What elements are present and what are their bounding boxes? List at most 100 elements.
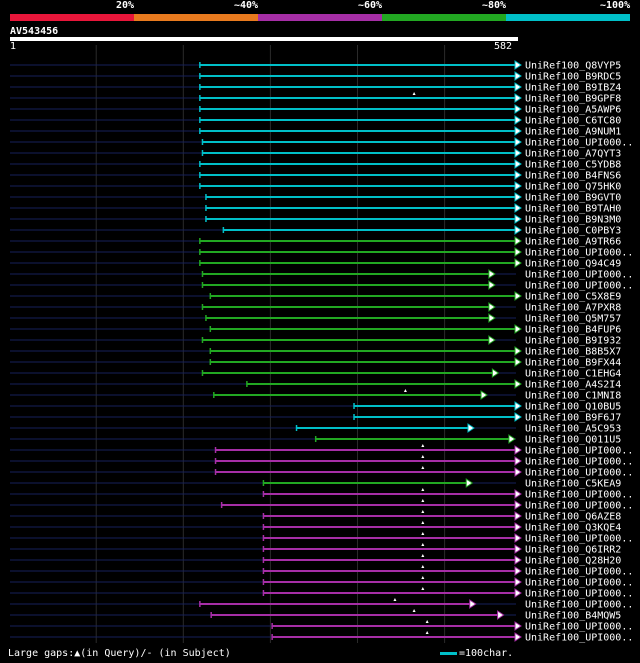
hit-row[interactable]: UniRef100_UPI000.. — [10, 466, 633, 479]
hit-row[interactable]: UniRef100_C1EHG4 — [10, 368, 621, 380]
hit-row[interactable]: UniRef100_B9F6J7 — [10, 412, 621, 424]
hit-label[interactable]: UniRef100_B9IBZ4 — [525, 83, 621, 94]
hit-label[interactable]: UniRef100_UPI000.. — [525, 490, 633, 501]
hit-label[interactable]: UniRef100_C5YDB8 — [525, 160, 621, 171]
hit-label[interactable]: UniRef100_Q5M757 — [525, 314, 621, 325]
hit-label[interactable]: UniRef100_Q6IRR2 — [525, 545, 621, 556]
hit-row[interactable]: UniRef100_UPI000.. — [10, 499, 633, 512]
hit-row[interactable]: UniRef100_Q3KQE4 — [10, 521, 621, 534]
hit-label[interactable]: UniRef100_B4FUP6 — [525, 325, 621, 336]
hit-label[interactable]: UniRef100_C1EHG4 — [525, 369, 621, 380]
hit-label[interactable]: UniRef100_B9GPF8 — [525, 94, 621, 105]
hit-row[interactable]: UniRef100_UPI000.. — [10, 631, 633, 644]
hit-label[interactable]: UniRef100_Q011U5 — [525, 435, 621, 446]
hit-label[interactable]: UniRef100_UPI000.. — [525, 248, 633, 259]
hit-row[interactable]: UniRef100_UPI000.. — [10, 587, 633, 600]
hit-row[interactable]: UniRef100_B4FUP6 — [10, 324, 621, 336]
hit-row[interactable]: UniRef100_B9GPF8 — [10, 92, 621, 105]
hit-label[interactable]: UniRef100_Q3KQE4 — [525, 523, 621, 534]
hit-label[interactable]: UniRef100_UPI000.. — [525, 446, 633, 457]
hit-row[interactable]: UniRef100_UPI000.. — [10, 598, 633, 611]
hit-row[interactable]: UniRef100_B9FX44 — [10, 357, 621, 369]
hit-label[interactable]: UniRef100_A5AWP6 — [525, 105, 621, 116]
hit-label[interactable]: UniRef100_A9NUM1 — [525, 127, 621, 138]
hit-label[interactable]: UniRef100_A7QYT3 — [525, 149, 621, 160]
hit-label[interactable]: UniRef100_Q8VYP5 — [525, 61, 621, 72]
hit-row[interactable]: UniRef100_B9TAH0 — [10, 203, 621, 215]
hit-row[interactable]: UniRef100_Q10BU5 — [10, 401, 621, 413]
hit-label[interactable]: UniRef100_A4S2I4 — [525, 380, 621, 391]
hit-label[interactable]: UniRef100_UPI000.. — [525, 633, 633, 644]
hit-label[interactable]: UniRef100_B9N3M0 — [525, 215, 621, 226]
hit-label[interactable]: UniRef100_UPI000.. — [525, 534, 633, 545]
hit-row[interactable]: UniRef100_A7QYT3 — [10, 148, 621, 160]
hit-row[interactable]: UniRef100_B9IBZ4 — [10, 82, 621, 94]
hit-row[interactable]: UniRef100_UPI000.. — [10, 269, 633, 281]
hit-row[interactable]: UniRef100_B9N3M0 — [10, 214, 621, 226]
hit-label[interactable]: UniRef100_A7PXR8 — [525, 303, 621, 314]
hit-label[interactable]: UniRef100_UPI000.. — [525, 457, 633, 468]
hit-label[interactable]: UniRef100_B4MQW5 — [525, 611, 621, 622]
hit-row[interactable]: UniRef100_UPI000.. — [10, 247, 633, 259]
hit-label[interactable]: UniRef100_UPI000.. — [525, 578, 633, 589]
hit-row[interactable]: UniRef100_UPI000.. — [10, 137, 633, 149]
hit-row[interactable]: UniRef100_Q5M757 — [10, 313, 621, 325]
hit-row[interactable]: UniRef100_C5KEA9 — [10, 478, 621, 490]
hit-row[interactable]: UniRef100_UPI000.. — [10, 576, 633, 589]
hit-row[interactable]: UniRef100_B8B5X7 — [10, 346, 621, 358]
hit-row[interactable]: UniRef100_Q28H20 — [10, 554, 621, 567]
hit-label[interactable]: UniRef100_UPI000.. — [525, 281, 633, 292]
hit-label[interactable]: UniRef100_UPI000.. — [525, 138, 633, 149]
hit-row[interactable]: UniRef100_B9I932 — [10, 335, 621, 347]
hit-row[interactable]: UniRef100_Q6AZE8 — [10, 510, 621, 523]
hit-row[interactable]: UniRef100_Q6IRR2 — [10, 543, 621, 556]
hit-label[interactable]: UniRef100_UPI000.. — [525, 622, 633, 633]
hit-label[interactable]: UniRef100_UPI000.. — [525, 270, 633, 281]
hit-label[interactable]: UniRef100_Q75HK0 — [525, 182, 621, 193]
hit-row[interactable]: UniRef100_A4S2I4 — [10, 379, 621, 391]
hit-label[interactable]: UniRef100_C1MNI8 — [525, 391, 621, 402]
hit-row[interactable]: UniRef100_A5AWP6 — [10, 104, 621, 116]
hit-label[interactable]: UniRef100_A5C953 — [525, 424, 621, 435]
hit-label[interactable]: UniRef100_UPI000.. — [525, 501, 633, 512]
hit-label[interactable]: UniRef100_B4FNS6 — [525, 171, 621, 182]
hit-row[interactable]: UniRef100_B4MQW5 — [10, 609, 621, 622]
hit-label[interactable]: UniRef100_B8B5X7 — [525, 347, 621, 358]
hit-label[interactable]: UniRef100_Q28H20 — [525, 556, 621, 567]
hit-label[interactable]: UniRef100_UPI000.. — [525, 589, 633, 600]
hit-label[interactable]: UniRef100_UPI000.. — [525, 567, 633, 578]
hit-label[interactable]: UniRef100_A9TR66 — [525, 237, 621, 248]
hit-label[interactable]: UniRef100_UPI000.. — [525, 468, 633, 479]
hit-row[interactable]: UniRef100_UPI000.. — [10, 444, 633, 457]
hit-label[interactable]: UniRef100_Q6AZE8 — [525, 512, 621, 523]
hit-row[interactable]: UniRef100_UPI000.. — [10, 488, 633, 501]
hit-row[interactable]: UniRef100_A9TR66 — [10, 236, 621, 248]
hit-row[interactable]: UniRef100_A5C953 — [10, 423, 621, 435]
hit-row[interactable]: UniRef100_UPI000.. — [10, 620, 633, 633]
hit-row[interactable]: UniRef100_C5YDB8 — [10, 159, 621, 171]
hit-label[interactable]: UniRef100_Q94C49 — [525, 259, 621, 270]
hit-row[interactable]: UniRef100_UPI000.. — [10, 565, 633, 578]
hit-label[interactable]: UniRef100_UPI000.. — [525, 600, 633, 611]
hit-row[interactable]: UniRef100_UPI000.. — [10, 532, 633, 545]
hit-label[interactable]: UniRef100_C5KEA9 — [525, 479, 621, 490]
hit-row[interactable]: UniRef100_C0PBY3 — [10, 225, 621, 237]
hit-row[interactable]: UniRef100_C6TC80 — [10, 115, 621, 127]
hit-label[interactable]: UniRef100_B9RDC5 — [525, 72, 621, 83]
hit-row[interactable]: UniRef100_UPI000.. — [10, 280, 633, 292]
hit-row[interactable]: UniRef100_A7PXR8 — [10, 302, 621, 314]
hit-label[interactable]: UniRef100_B9TAH0 — [525, 204, 621, 215]
hit-label[interactable]: UniRef100_C0PBY3 — [525, 226, 621, 237]
hit-row[interactable]: UniRef100_Q8VYP5 — [10, 60, 621, 72]
hit-row[interactable]: UniRef100_A9NUM1 — [10, 126, 621, 138]
hit-row[interactable]: UniRef100_UPI000.. — [10, 455, 633, 468]
hit-row[interactable]: UniRef100_Q75HK0 — [10, 181, 621, 193]
hit-label[interactable]: UniRef100_B9GVT0 — [525, 193, 621, 204]
hit-row[interactable]: UniRef100_C1MNI8 — [10, 389, 621, 402]
hit-label[interactable]: UniRef100_Q10BU5 — [525, 402, 621, 413]
hit-label[interactable]: UniRef100_B9F6J7 — [525, 413, 621, 424]
hit-row[interactable]: UniRef100_C5X8E9 — [10, 291, 621, 303]
hit-label[interactable]: UniRef100_B9I932 — [525, 336, 621, 347]
hit-row[interactable]: UniRef100_Q94C49 — [10, 258, 621, 270]
hit-row[interactable]: UniRef100_B9GVT0 — [10, 192, 621, 204]
